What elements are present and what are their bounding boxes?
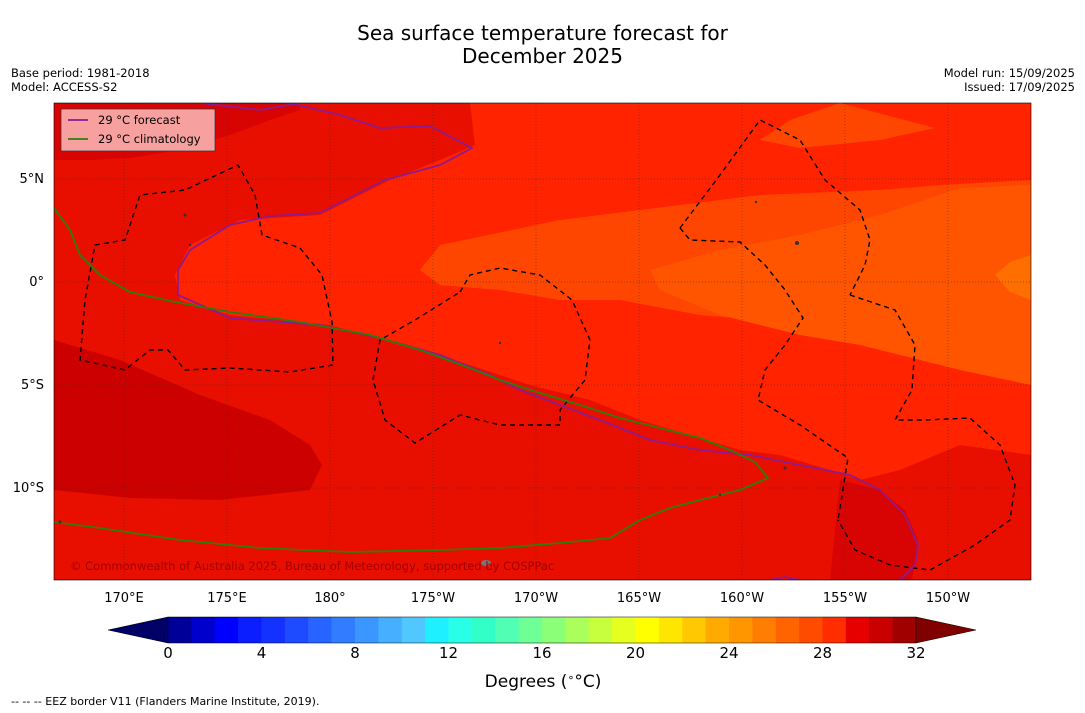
colorbar-tick-label: 0 — [163, 644, 173, 662]
colorbar-cell — [261, 617, 286, 643]
colorbar-cell — [238, 617, 262, 643]
lat-label-5s: 5°S — [21, 378, 44, 393]
colorbar-tick-label: 4 — [257, 644, 267, 662]
legend-box — [60, 108, 216, 152]
colorbar-cell — [448, 617, 473, 643]
colorbar-cell — [822, 617, 847, 643]
colorbar-tick-label: 24 — [719, 644, 738, 662]
colorbar-low-extension — [107, 616, 169, 644]
lat-label-5n: 5°N — [20, 172, 45, 187]
colorbar-cell — [518, 617, 543, 643]
lon-label-175e: 175°E — [207, 591, 247, 606]
colorbar-cell — [214, 617, 239, 643]
sst-map: © Commonwealth of Australia 2025, Bureau… — [54, 103, 1031, 580]
lon-labels: 170°E 175°E 180° 175°W 170°W 165°W 160°W… — [104, 591, 970, 606]
colorbar: 0 4 8 12 16 20 24 28 32 Degrees (∘°C) — [107, 616, 977, 692]
colorbar-title: Degrees (∘°C) — [485, 671, 602, 692]
colorbar-cell — [729, 617, 753, 643]
colorbar-cell — [705, 617, 730, 643]
eez-footnote: -- -- -- EEZ border V11 (Flanders Marine… — [11, 695, 320, 708]
base-period: Base period: 1981-2018 — [11, 66, 150, 80]
info-right: Model run: 15/09/2025 Issued: 17/09/2025 — [944, 66, 1075, 94]
colorbar-cell — [168, 617, 192, 643]
legend: 29 °C forecast 29 °C climatology — [60, 108, 216, 152]
colorbar-cell — [799, 617, 823, 643]
legend-forecast-label: 29 °C forecast — [98, 113, 181, 127]
colorbar-cell — [542, 617, 566, 643]
colorbar-cell — [495, 617, 520, 643]
lon-label-170e: 170°E — [104, 591, 144, 606]
colorbar-cell — [378, 617, 403, 643]
sst-band-27-28-north — [760, 103, 935, 148]
map-frame — [53, 102, 1032, 581]
colorbar-high-extension — [915, 616, 977, 644]
colorbar-tick-label: 16 — [532, 644, 551, 662]
colorbar-cell — [612, 617, 636, 643]
colorbar-cell — [658, 617, 683, 643]
colorbar-tick-label: 20 — [626, 644, 645, 662]
forecast-29c-contour-south — [769, 576, 801, 580]
colorbar-cell — [471, 617, 496, 643]
lon-label-175w: 175°W — [411, 591, 455, 606]
colorbar-cell — [775, 617, 800, 643]
title-line1: Sea surface temperature forecast for — [357, 21, 728, 45]
sst-band-25-26 — [995, 255, 1031, 300]
lon-label-160w: 160°W — [720, 591, 764, 606]
lat-labels: 5°N 0° 5°S 10°S — [13, 172, 44, 496]
issued-date: Issued: 17/09/2025 — [964, 80, 1075, 94]
colorbar-cell — [331, 617, 356, 643]
colorbar-tick-label: 12 — [439, 644, 458, 662]
legend-climatology-label: 29 °C climatology — [98, 132, 201, 146]
colorbar-cell — [892, 617, 917, 643]
colorbar-cell — [565, 617, 590, 643]
lon-label-155w: 155°W — [823, 591, 867, 606]
colorbar-cell — [845, 617, 870, 643]
colorbar-tick-label: 32 — [906, 644, 925, 662]
lon-label-150w: 150°W — [926, 591, 970, 606]
colorbar-cell — [401, 617, 426, 643]
copyright-text: © Commonwealth of Australia 2025, Bureau… — [70, 559, 554, 573]
lat-label-0: 0° — [29, 275, 44, 290]
colorbar-cell — [284, 617, 309, 643]
sst-band-30-31-south — [54, 340, 322, 500]
sst-band-26-27 — [650, 185, 1031, 385]
title-line2: December 2025 — [462, 44, 623, 68]
colorbar-cell — [635, 617, 660, 643]
lon-label-170w: 170°W — [514, 591, 558, 606]
colorbar-cell — [191, 617, 216, 643]
lon-label-165w: 165°W — [617, 591, 661, 606]
colorbar-cell — [425, 617, 449, 643]
model-run: Model run: 15/09/2025 — [943, 66, 1075, 80]
climatology-29c-contour — [54, 207, 770, 553]
colorbar-cell — [355, 617, 379, 643]
grid-lines — [54, 103, 1031, 580]
colorbar-cell — [682, 617, 707, 643]
eez-borders — [79, 119, 1016, 571]
colorbar-tick-label: 8 — [350, 644, 360, 662]
model-name: Model: ACCESS-S2 — [11, 80, 118, 94]
colorbar-cell — [308, 617, 333, 643]
lon-label-180: 180° — [314, 591, 345, 606]
colorbar-cell — [869, 617, 894, 643]
colorbar-cells — [167, 616, 917, 644]
lat-label-10s: 10°S — [13, 481, 44, 496]
islands — [58, 200, 799, 566]
map-title: Sea surface temperature forecast for Dec… — [0, 22, 1085, 68]
colorbar-cell — [752, 617, 777, 643]
colorbar-cell — [588, 617, 613, 643]
info-left: Base period: 1981-2018 Model: ACCESS-S2 — [11, 66, 150, 94]
colorbar-tick-label: 28 — [813, 644, 832, 662]
colorbar-tick-labels: 0 4 8 12 16 20 24 28 32 — [163, 644, 925, 662]
